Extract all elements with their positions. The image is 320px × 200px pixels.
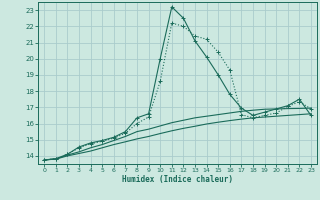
X-axis label: Humidex (Indice chaleur): Humidex (Indice chaleur): [122, 175, 233, 184]
